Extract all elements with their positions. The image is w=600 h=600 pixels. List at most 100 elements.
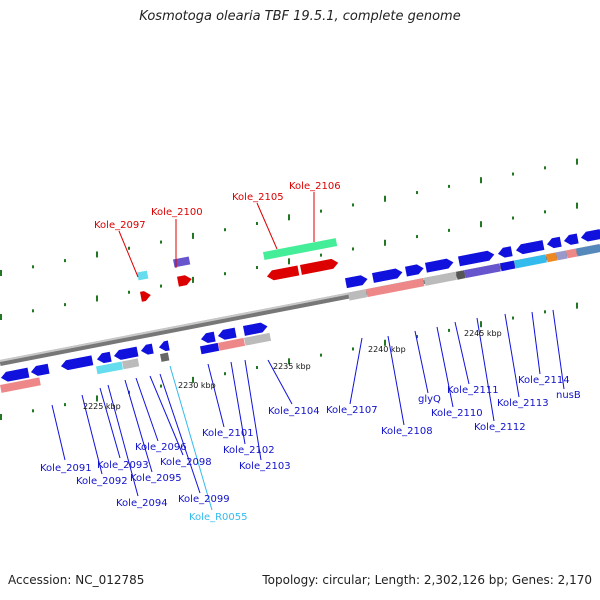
gene-label[interactable]: Kole_2103 [239, 461, 291, 472]
highlight-block-shape [266, 265, 300, 281]
annotation-block [500, 260, 516, 272]
tick-mark [448, 184, 450, 188]
annotation-block [464, 263, 501, 279]
annotation-block [160, 352, 170, 362]
gene-label[interactable]: nusB [556, 390, 581, 401]
tick-mark [448, 228, 450, 232]
tick-mark [96, 295, 98, 302]
annotation-block [96, 361, 124, 375]
highlight-block [173, 256, 191, 268]
accession-text: Accession: NC_012785 [8, 573, 145, 587]
gene-label[interactable]: Kole_2098 [160, 457, 212, 468]
gene-label[interactable]: Kole_2096 [135, 442, 187, 453]
gene-arrow-shape [96, 351, 112, 364]
highlight-block-shape [177, 275, 192, 287]
annotation-block [200, 342, 220, 355]
gene-label[interactable]: Kole_2112 [474, 422, 526, 433]
tick-mark [288, 214, 290, 221]
gene-label[interactable]: Kole_2111 [447, 385, 499, 396]
tick-mark [576, 202, 578, 209]
annotation-block-shape [500, 260, 516, 272]
gene-label[interactable]: Kole_2095 [130, 473, 182, 484]
tick-mark [480, 321, 482, 328]
gene-label[interactable]: Kole_2107 [326, 405, 378, 416]
connector-line [436, 326, 454, 408]
gene-labels: Kole_2091 Kole_2092 Kole_2093 Kole_2094 … [40, 375, 581, 523]
tick-mark [160, 240, 162, 244]
annotation-block-shape [122, 358, 140, 370]
gene-arrow-shape [140, 343, 154, 355]
annotation-block [243, 332, 272, 346]
connector-line [81, 394, 103, 475]
gene-label[interactable]: Kole_2100 [151, 207, 203, 218]
scale-labels: 2225 kbp 2230 kbp 2235 kbp 2240 kbp 2245… [83, 329, 502, 411]
gene-label[interactable]: Kole_2114 [518, 375, 570, 386]
gene-arrow [30, 363, 50, 376]
scale-label: 2245 kbp [464, 329, 502, 338]
tick-mark [224, 372, 226, 376]
gene-arrow [200, 331, 216, 344]
tick-mark [256, 266, 258, 270]
annotation-block-shape [464, 263, 501, 279]
gene-arrow [580, 229, 600, 242]
tick-mark [256, 366, 258, 370]
annotation-block [0, 377, 41, 393]
annotation-block-shape [366, 278, 425, 298]
annotation-block-shape [566, 248, 578, 259]
scale-label: 2230 kbp [178, 381, 216, 390]
tick-marks [0, 158, 578, 420]
gene-arrow-shape [0, 367, 30, 382]
gene-arrow-shape [30, 363, 50, 376]
gene-label[interactable]: Kole_2108 [381, 426, 433, 437]
gene-arrow [425, 258, 454, 273]
rna-label[interactable]: Kole_R0055 [189, 512, 248, 523]
tick-mark [96, 395, 98, 402]
tick-mark [64, 403, 66, 407]
gene-arrow [140, 343, 154, 355]
annotation-block-shape [576, 244, 600, 257]
gene-label[interactable]: Kole_2094 [116, 498, 168, 509]
gene-label[interactable]: Kole_2113 [497, 398, 549, 409]
gene-label[interactable]: Kole_2101 [202, 428, 254, 439]
gene-label[interactable]: Kole_2104 [268, 406, 320, 417]
annotation-block [514, 254, 547, 269]
tick-mark [352, 247, 354, 251]
connector-line [169, 365, 213, 511]
tick-mark [544, 210, 546, 214]
tick-mark [512, 316, 514, 320]
connector-line [230, 361, 246, 445]
gene-label[interactable]: Kole_2110 [431, 408, 483, 419]
gene-label[interactable]: glyQ [418, 394, 441, 405]
highlight-block-shape [300, 258, 339, 275]
gene-label[interactable]: Kole_2091 [40, 463, 92, 474]
map-title: Kosmotoga olearia TBF 19.5.1, complete g… [139, 9, 461, 24]
gene-label[interactable]: Kole_2106 [289, 181, 341, 192]
annotation-block [546, 252, 558, 263]
connector-line [454, 321, 470, 385]
gene-arrow-shape [497, 246, 513, 258]
connector-line [349, 337, 363, 405]
annotation-block-shape [218, 337, 246, 351]
gene-arrow-shape [158, 340, 170, 352]
highlight-block-shape [173, 256, 191, 268]
gene-label[interactable]: Kole_2092 [76, 476, 128, 487]
tick-mark [416, 191, 418, 195]
gene-label[interactable]: Kole_2097 [94, 220, 146, 231]
tick-mark [160, 284, 162, 288]
gene-label[interactable]: Kole_2105 [232, 192, 284, 203]
tick-mark [0, 314, 2, 320]
highlight-block [300, 258, 339, 275]
tick-mark [384, 339, 386, 346]
tick-mark [64, 259, 66, 263]
connector-line [149, 375, 184, 456]
gene-arrow-shape [580, 229, 600, 242]
gene-arrow-shape [546, 236, 562, 249]
tick-mark [0, 270, 2, 276]
highlight-block [137, 270, 149, 281]
gene-label[interactable]: Kole_2093 [97, 460, 149, 471]
connector-line [159, 373, 201, 494]
highlight-block-shape [137, 270, 149, 281]
annotation-block [218, 337, 246, 351]
gene-label[interactable]: Kole_2099 [178, 494, 230, 505]
gene-label[interactable]: Kole_2102 [223, 445, 275, 456]
